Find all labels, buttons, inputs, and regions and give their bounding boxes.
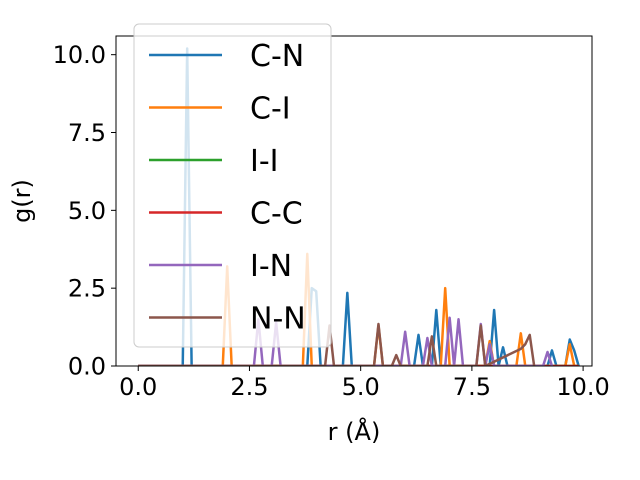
x-tick-label: 5.0: [342, 373, 380, 401]
y-tick-label: 5.0: [68, 197, 106, 225]
legend-label-i-i: I-I: [250, 144, 279, 179]
y-axis: 0.0 2.5 5.0 7.5 10.0: [53, 41, 116, 381]
x-tick-label: 10.0: [556, 373, 609, 401]
y-tick-label: 10.0: [53, 41, 106, 69]
y-axis-label: g(r): [8, 179, 36, 223]
y-tick-label: 2.5: [68, 275, 106, 303]
legend-label-c-i: C-I: [250, 92, 291, 127]
plot-frame: [115, 35, 593, 367]
legend-label-n-n: N-N: [250, 302, 306, 337]
y-tick-label: 7.5: [68, 119, 106, 147]
x-tick-label: 7.5: [453, 373, 491, 401]
series-line-n-n: [138, 322, 536, 366]
x-axis: 0.0 2.5 5.0 7.5 10.0: [119, 366, 610, 401]
x-tick-label: 0.0: [119, 373, 157, 401]
legend: C-N C-I I-I C-C I-N N-N: [133, 23, 332, 348]
series-line-c-i: [138, 252, 579, 366]
legend-label-c-c: C-C: [250, 197, 303, 232]
x-axis-label: r (Å): [328, 417, 381, 446]
y-tick-label: 0.0: [68, 353, 106, 381]
x-tick-label: 2.5: [230, 373, 268, 401]
legend-label-c-n: C-N: [250, 39, 304, 74]
series-line-i-n: [138, 316, 554, 366]
legend-label-i-n: I-N: [250, 249, 292, 284]
